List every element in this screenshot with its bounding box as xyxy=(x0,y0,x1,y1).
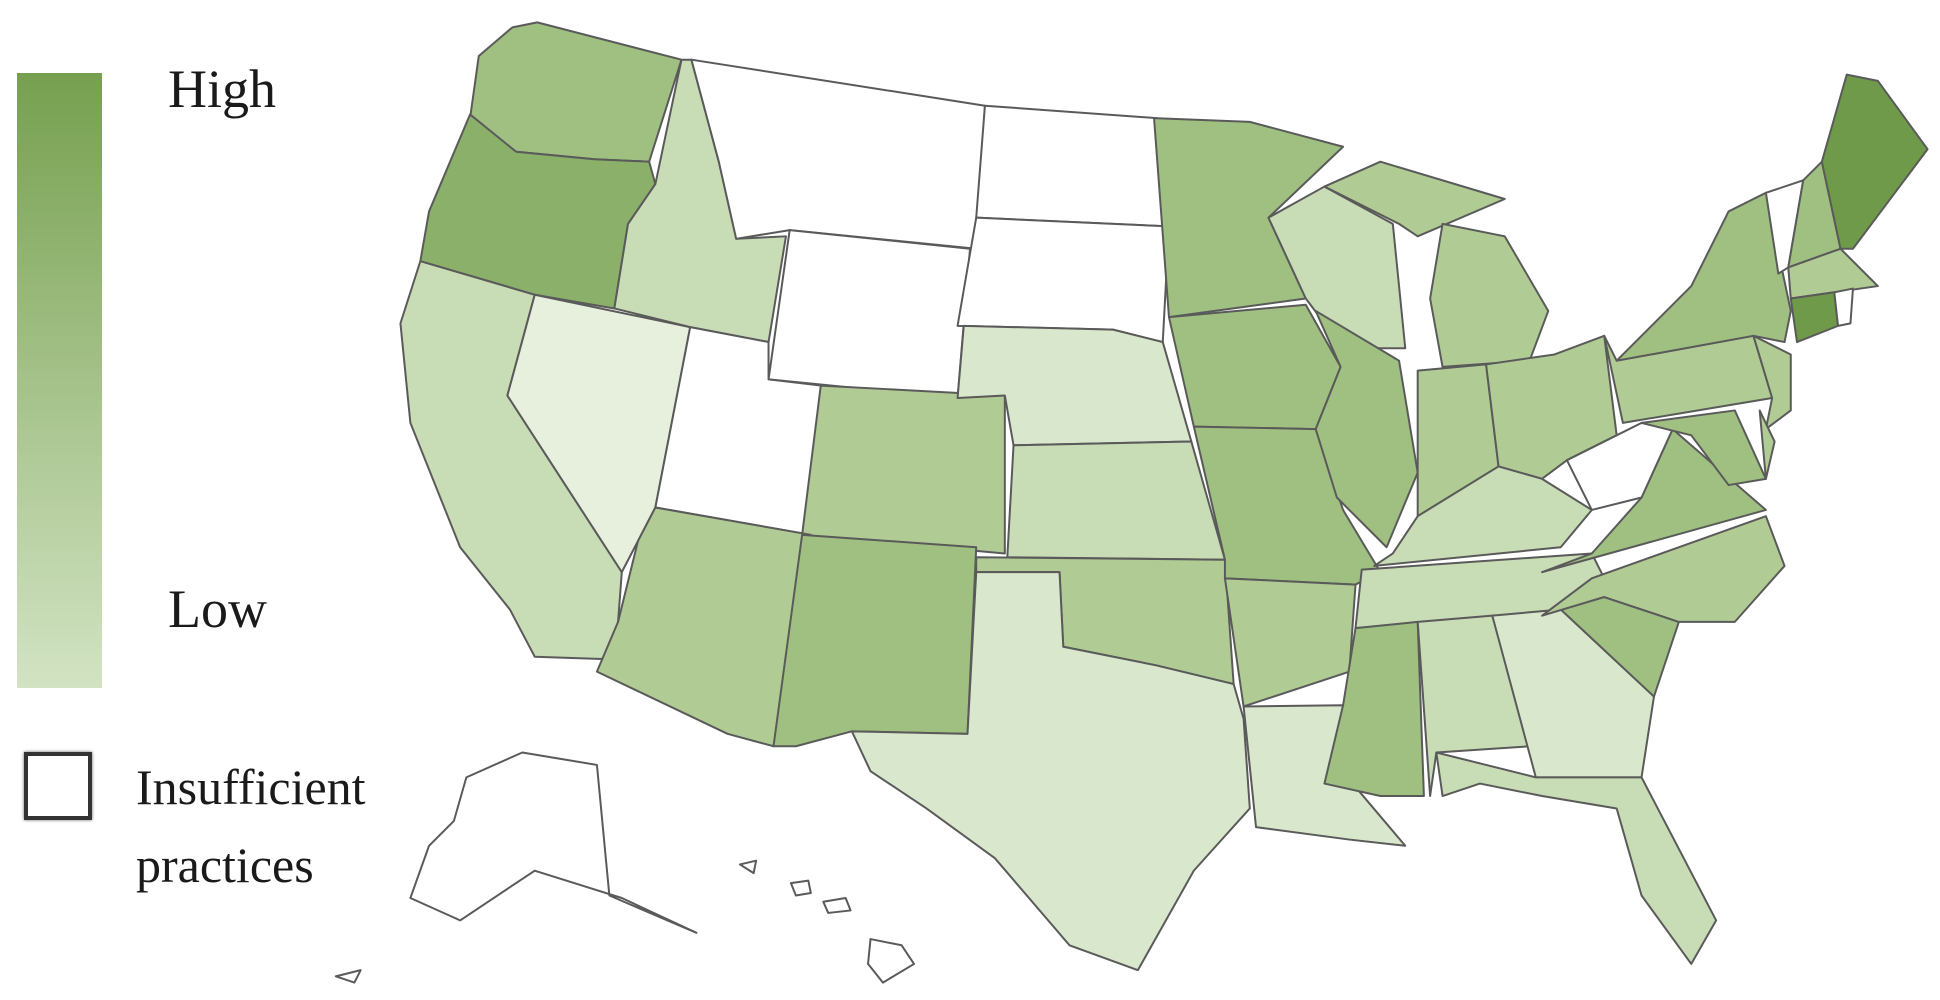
state-shape-nm xyxy=(772,533,978,748)
state-shape-hi xyxy=(789,879,812,897)
state-ky xyxy=(1373,465,1593,567)
state-ma xyxy=(1787,247,1879,300)
state-shape-fl xyxy=(1435,751,1718,965)
state-shape-nc xyxy=(1541,515,1786,623)
legend-insufficient-line2: practices xyxy=(136,837,314,893)
legend-high-label: High xyxy=(168,59,276,119)
state-ks xyxy=(1006,440,1226,561)
legend-insufficient-line1: Insufficient xyxy=(136,759,366,815)
state-shape-wy xyxy=(767,229,971,400)
state-shape-ny xyxy=(1615,191,1792,362)
state-shape-sd xyxy=(956,216,1170,344)
state-ia xyxy=(1167,303,1342,431)
state-shape-mi xyxy=(1323,160,1506,238)
state-shape-hi xyxy=(738,859,758,875)
state-shape-hi xyxy=(822,897,852,914)
state-il xyxy=(1314,309,1419,549)
state-shape-mi xyxy=(1429,222,1550,368)
state-nd xyxy=(975,104,1170,228)
state-hi xyxy=(738,859,916,984)
state-shape-ma xyxy=(1787,247,1879,300)
state-shape-il xyxy=(1314,309,1419,549)
state-co xyxy=(801,384,1006,555)
legend-color-scale xyxy=(17,73,102,688)
state-me xyxy=(1820,73,1929,250)
state-al xyxy=(1416,614,1531,798)
state-ri xyxy=(1833,287,1854,327)
state-shape-ct xyxy=(1789,291,1840,344)
state-nm xyxy=(772,533,978,748)
state-shape-md xyxy=(1640,409,1767,487)
state-de xyxy=(1758,409,1776,480)
state-shape-ks xyxy=(1006,440,1226,561)
state-shape-ak xyxy=(409,751,698,934)
state-shape-hi xyxy=(867,938,916,984)
state-ar xyxy=(1223,577,1357,708)
state-shape-ar xyxy=(1223,577,1357,708)
state-shape-de xyxy=(1758,409,1776,480)
state-wy xyxy=(767,229,971,400)
state-sd xyxy=(956,216,1170,344)
state-shape-tx xyxy=(850,571,1251,972)
state-shape-me xyxy=(1820,73,1929,250)
state-fl xyxy=(1435,751,1718,965)
state-shape-ky xyxy=(1373,465,1593,567)
state-mt xyxy=(690,58,986,250)
legend-insufficient-label: Insufficient practices xyxy=(136,748,366,904)
state-ny xyxy=(1615,191,1792,362)
state-shape-nd xyxy=(975,104,1170,228)
legend-insufficient-swatch xyxy=(24,752,92,820)
state-shape-al xyxy=(1416,614,1531,798)
state-ak xyxy=(334,751,698,984)
state-tx xyxy=(850,571,1251,972)
state-shape-ak xyxy=(334,969,362,984)
state-shape-ia xyxy=(1167,303,1342,431)
state-mi xyxy=(1323,160,1550,368)
state-ct xyxy=(1789,291,1840,344)
state-nj xyxy=(1752,334,1792,431)
state-shape-nj xyxy=(1752,334,1792,431)
state-shape-co xyxy=(801,384,1006,555)
state-shape-mt xyxy=(690,58,986,250)
state-shape-ri xyxy=(1833,287,1854,327)
state-nc xyxy=(1541,515,1786,623)
legend-low-label: Low xyxy=(168,579,267,639)
state-md xyxy=(1640,409,1767,487)
